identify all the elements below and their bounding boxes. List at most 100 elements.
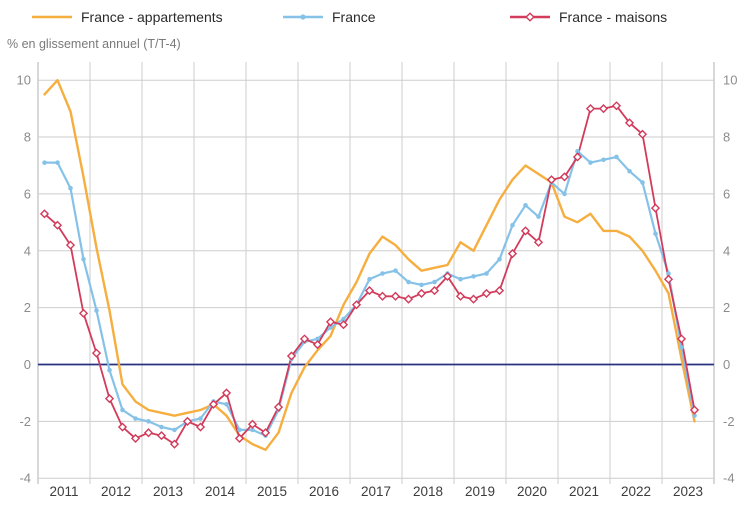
data-point-dot [107,367,112,373]
data-point-diamond [325,317,336,327]
data-point-dot [458,276,463,282]
data-point-diamond [455,291,466,301]
data-point-dot [471,274,476,279]
legend-swatch-maisons-icon [510,12,550,22]
x-axis-year-label: 2020 [517,484,547,499]
data-point-dot [237,427,242,433]
data-point-diamond [559,172,570,182]
data-point-diamond [637,129,648,139]
legend-item-maisons[interactable]: France - maisons [510,6,667,28]
legend-swatch-france-icon [283,14,323,20]
y-axis-tick-label-left: 8 [24,130,31,145]
y-axis-tick-label-right: 4 [723,243,730,258]
data-point-diamond [182,416,193,426]
data-point-diamond [65,240,76,250]
series-line-appartements [43,78,696,451]
data-point-dot [55,160,60,165]
data-point-dot [315,336,320,342]
data-point-diamond [104,394,115,404]
data-point-dot [81,257,86,262]
data-point-diamond [273,402,284,412]
y-axis-tick-label-left: -4 [19,471,31,486]
data-point-diamond [650,203,661,213]
data-point-dot [198,416,203,421]
data-point-diamond [572,152,583,162]
data-point-diamond [429,285,440,296]
legend-item-appartements[interactable]: France - appartements [32,6,223,28]
y-axis-tick-label-left: -2 [19,414,31,429]
data-point-diamond [286,351,297,361]
legend-item-france[interactable]: France [283,6,376,28]
data-point-dot [601,157,606,163]
data-point-dot [393,268,398,273]
data-point-diamond [624,118,635,128]
y-axis-tick-label-left: 6 [24,186,31,201]
y-axis-tick-label-left: 10 [17,73,31,88]
data-point-diamond [676,334,687,344]
data-point-diamond [442,271,453,281]
data-point-dot [627,168,632,174]
legend-label-appartements: France - appartements [81,9,223,25]
data-point-diamond [130,433,141,444]
legend-swatch-appartements-icon [32,15,72,19]
data-point-diamond [312,340,323,350]
y-axis-tick-label-left: 4 [24,243,31,258]
data-point-dot [575,148,580,154]
data-point-diamond [520,226,531,236]
data-point-dot [367,276,372,282]
y-axis-tick-label-right: 10 [723,73,737,88]
data-point-diamond [78,308,89,318]
data-point-diamond [234,433,245,444]
data-point-diamond [364,285,375,296]
data-point-diamond [663,274,674,284]
y-axis-tick-label-right: 0 [723,357,730,372]
chart-subtitle: % en glissement annuel (T/T-4) [7,37,181,51]
y-axis-tick-label-right: -2 [723,414,735,429]
x-axis-year-label: 2023 [673,484,703,499]
data-point-diamond [169,439,180,449]
data-point-diamond [338,320,349,330]
x-axis-year-label: 2015 [257,484,287,499]
data-point-diamond [39,209,50,219]
y-axis-tick-label-left: 2 [24,300,31,315]
data-point-dot [510,222,515,228]
data-point-diamond [299,334,310,344]
data-point-dot [432,279,437,285]
data-point-dot [653,231,658,237]
data-point-diamond [52,220,63,230]
data-point-dot [68,185,73,191]
data-point-diamond [689,405,700,415]
data-point-diamond [247,419,258,429]
data-point-diamond [611,101,622,111]
data-point-dot [224,402,229,407]
x-axis-year-label: 2016 [309,484,339,499]
data-point-dot [159,424,164,430]
data-point-dot [562,191,567,197]
data-point-dot [380,271,385,276]
data-point-dot [146,419,151,424]
data-point-dot [42,160,47,165]
data-point-dot [497,257,502,262]
data-point-dot [666,271,671,276]
x-axis-year-label: 2021 [569,484,599,499]
data-point-diamond [195,422,206,432]
data-point-diamond [585,104,596,114]
data-point-dot [614,154,619,160]
data-point-diamond [117,422,128,432]
y-axis-tick-label-right: 2 [723,300,730,315]
data-point-diamond [598,104,609,114]
data-point-dot [406,279,411,285]
data-point-diamond [533,237,544,247]
legend-label-maisons: France - maisons [559,9,668,25]
y-axis-tick-label-left: 0 [24,357,31,372]
data-point-dot [133,416,138,421]
data-point-dot [341,316,346,322]
x-axis-year-label: 2013 [153,484,183,499]
data-point-dot [588,160,593,165]
x-axis-year-label: 2017 [361,484,391,499]
data-point-diamond [221,388,232,398]
data-point-dot [120,407,125,413]
x-axis-year-label: 2011 [49,484,78,499]
data-point-diamond [156,430,167,441]
